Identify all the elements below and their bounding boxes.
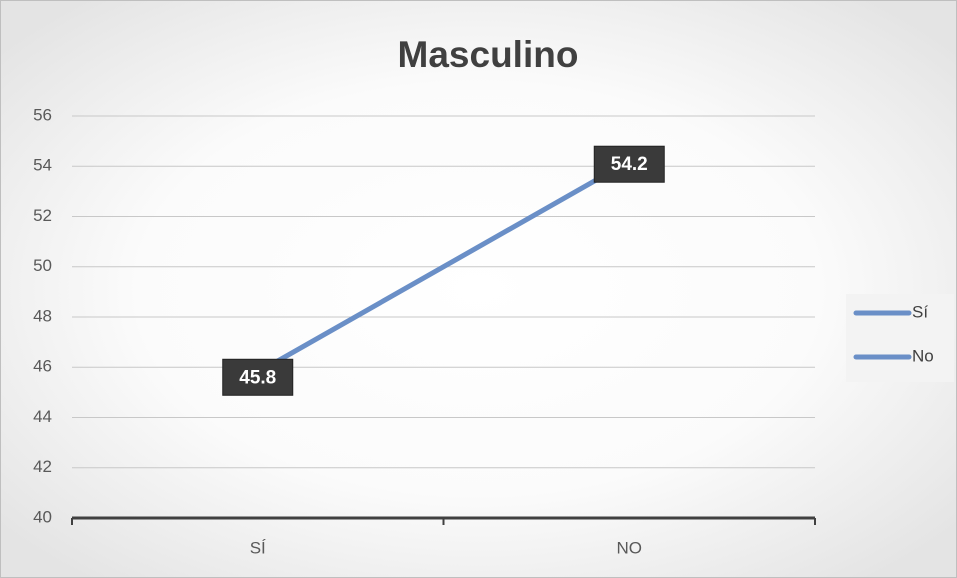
chart-title: Masculino bbox=[398, 34, 579, 75]
x-tick-label: NO bbox=[617, 538, 643, 557]
legend-background bbox=[846, 294, 954, 382]
x-tick-label: SÍ bbox=[250, 538, 266, 557]
y-tick-label: 52 bbox=[33, 206, 52, 225]
data-label: 54.2 bbox=[611, 154, 648, 175]
legend-label: No bbox=[912, 346, 934, 365]
data-label-box bbox=[593, 145, 665, 183]
data-label: 45.8 bbox=[239, 367, 276, 388]
data-label-box bbox=[222, 358, 294, 396]
line bbox=[255, 158, 632, 375]
y-tick-label: 50 bbox=[33, 256, 52, 275]
y-tick-label: 42 bbox=[33, 457, 52, 476]
y-tick-label: 56 bbox=[33, 105, 52, 124]
y-tick-label: 54 bbox=[33, 156, 52, 175]
y-tick-label: 44 bbox=[33, 407, 52, 426]
y-tick-label: 48 bbox=[33, 306, 52, 325]
legend-label: Sí bbox=[912, 302, 928, 321]
y-tick-label: 40 bbox=[33, 507, 52, 526]
y-tick-label: 46 bbox=[33, 357, 52, 376]
